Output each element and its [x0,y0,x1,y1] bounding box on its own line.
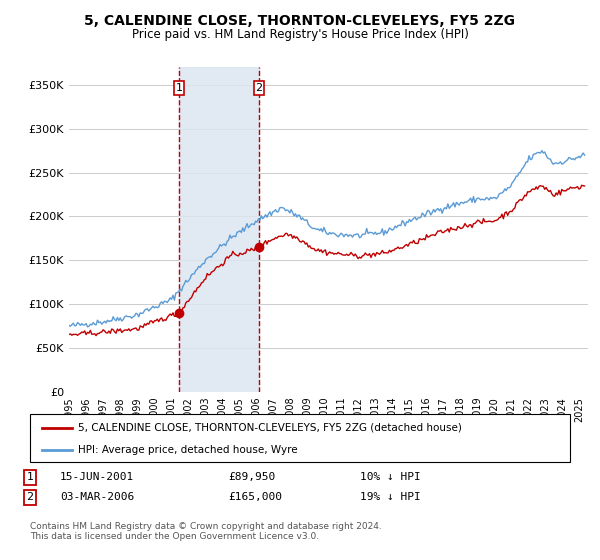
Text: 5, CALENDINE CLOSE, THORNTON-CLEVELEYS, FY5 2ZG: 5, CALENDINE CLOSE, THORNTON-CLEVELEYS, … [85,14,515,28]
Text: £89,950: £89,950 [228,472,275,482]
Text: 10% ↓ HPI: 10% ↓ HPI [360,472,421,482]
Bar [179,67,259,392]
Text: 1: 1 [175,83,182,93]
Text: £165,000: £165,000 [228,492,282,502]
Text: 1: 1 [26,472,34,482]
Text: 15-JUN-2001: 15-JUN-2001 [60,472,134,482]
Text: 2: 2 [26,492,34,502]
Text: 5, CALENDINE CLOSE, THORNTON-CLEVELEYS, FY5 2ZG (detached house): 5, CALENDINE CLOSE, THORNTON-CLEVELEYS, … [78,423,462,433]
Text: 19% ↓ HPI: 19% ↓ HPI [360,492,421,502]
Text: 03-MAR-2006: 03-MAR-2006 [60,492,134,502]
Text: Contains HM Land Registry data © Crown copyright and database right 2024.
This d: Contains HM Land Registry data © Crown c… [30,522,382,542]
Text: 2: 2 [256,83,263,93]
Text: Price paid vs. HM Land Registry's House Price Index (HPI): Price paid vs. HM Land Registry's House … [131,28,469,41]
Text: HPI: Average price, detached house, Wyre: HPI: Average price, detached house, Wyre [78,445,298,455]
